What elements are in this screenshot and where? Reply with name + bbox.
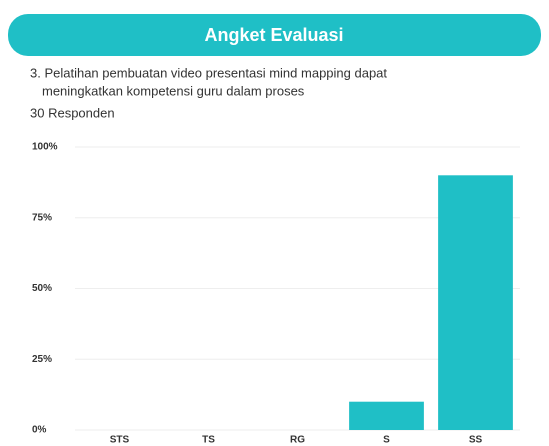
x-tick-label: TS — [202, 435, 215, 446]
y-tick-label: 50% — [32, 283, 52, 294]
header-title: Angket Evaluasi — [204, 25, 343, 45]
x-tick-label: STS — [110, 435, 130, 446]
bar — [438, 175, 513, 430]
bar — [349, 401, 424, 430]
header-bar — [8, 14, 541, 56]
y-tick-label: 0% — [32, 425, 47, 436]
x-tick-label: SS — [469, 435, 483, 446]
x-tick-label: S — [383, 435, 390, 446]
y-tick-label: 25% — [32, 354, 52, 365]
y-tick-label: 100% — [32, 142, 58, 153]
respondents: 30 Responden — [30, 105, 115, 120]
question-line: 3. Pelatihan pembuatan video presentasi … — [30, 65, 387, 80]
y-tick-label: 75% — [32, 212, 52, 223]
x-tick-label: RG — [290, 435, 305, 446]
question-line: meningkatkan kompetensi guru dalam prose… — [42, 83, 305, 98]
